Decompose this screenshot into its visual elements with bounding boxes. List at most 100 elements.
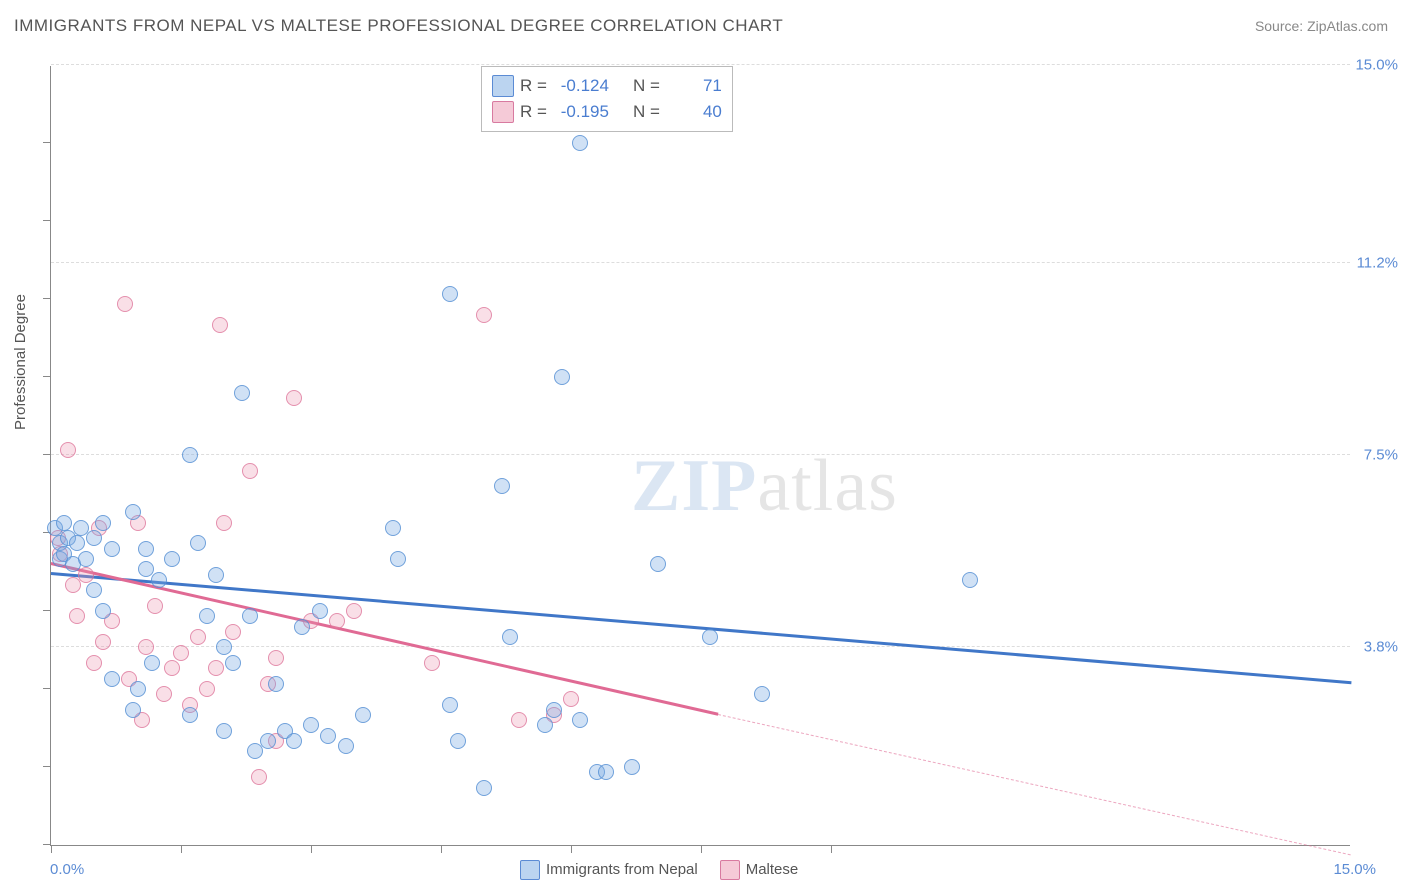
legend-box: R =-0.124N =71R =-0.195N =40 [481,66,733,132]
legend-swatch [492,75,514,97]
scatter-point [442,697,458,713]
scatter-point [424,655,440,671]
scatter-point [554,369,570,385]
scatter-point [563,691,579,707]
bottom-legend-item: Immigrants from Nepal [520,860,698,880]
scatter-point [286,733,302,749]
scatter-point [86,582,102,598]
scatter-point [86,530,102,546]
scatter-point [624,759,640,775]
scatter-point [650,556,666,572]
x-tick [51,845,52,853]
scatter-point [130,681,146,697]
gridline [51,454,1350,455]
scatter-point [78,567,94,583]
scatter-point [476,307,492,323]
scatter-point [104,541,120,557]
scatter-point [572,135,588,151]
scatter-point [182,707,198,723]
scatter-point [312,603,328,619]
scatter-point [147,598,163,614]
bottom-legend-label: Immigrants from Nepal [546,861,698,878]
scatter-point [144,655,160,671]
legend-swatch [520,860,540,880]
legend-swatch [492,101,514,123]
scatter-point [251,769,267,785]
scatter-point [95,603,111,619]
legend-n-label: N = [633,76,660,96]
scatter-point [511,712,527,728]
y-tick [43,220,51,221]
scatter-point [69,608,85,624]
scatter-point [385,520,401,536]
scatter-point [390,551,406,567]
x-tick [441,845,442,853]
scatter-point [125,504,141,520]
scatter-point [225,624,241,640]
x-tick [701,845,702,853]
legend-r-value: -0.124 [553,76,609,96]
legend-n-label: N = [633,102,660,122]
trend-line [51,572,1351,684]
trend-line [51,562,719,715]
watermark-zip: ZIP [631,445,757,527]
scatter-point [138,541,154,557]
scatter-point [199,608,215,624]
legend-r-label: R = [520,102,547,122]
scatter-point [95,515,111,531]
x-tick [181,845,182,853]
x-tick [831,845,832,853]
scatter-point [294,619,310,635]
bottom-legend: Immigrants from Nepal Maltese [520,860,798,880]
watermark: ZIPatlas [631,444,898,529]
x-axis-max-label: 15.0% [1333,861,1376,878]
scatter-point [182,447,198,463]
y-tick [43,688,51,689]
scatter-point [60,442,76,458]
scatter-point [156,686,172,702]
legend-row: R =-0.195N =40 [492,99,722,125]
x-tick [311,845,312,853]
source-label: Source: ZipAtlas.com [1255,18,1388,34]
scatter-point [537,717,553,733]
scatter-point [572,712,588,728]
scatter-point [173,645,189,661]
scatter-point [117,296,133,312]
scatter-point [702,629,718,645]
y-tick [43,610,51,611]
scatter-point [268,676,284,692]
scatter-point [78,551,94,567]
scatter-point [208,567,224,583]
scatter-point [247,743,263,759]
scatter-point [502,629,518,645]
scatter-point [268,650,284,666]
scatter-point [346,603,362,619]
scatter-point [190,629,206,645]
scatter-point [303,717,319,733]
scatter-point [962,572,978,588]
scatter-point [320,728,336,744]
trend-line [718,714,1351,855]
scatter-point [598,764,614,780]
legend-row: R =-0.124N =71 [492,73,722,99]
chart-area: R =-0.124N =71R =-0.195N =40 ZIPatlas 3.… [50,66,1350,846]
y-tick [43,844,51,845]
scatter-point [208,660,224,676]
y-tick [43,142,51,143]
bottom-legend-label: Maltese [746,861,799,878]
y-tick-label: 11.2% [1357,254,1398,271]
y-tick-label: 3.8% [1364,639,1398,656]
scatter-point [329,613,345,629]
scatter-point [199,681,215,697]
y-axis-label: Professional Degree [12,294,29,430]
scatter-point [216,515,232,531]
scatter-point [338,738,354,754]
scatter-point [754,686,770,702]
chart-title: IMMIGRANTS FROM NEPAL VS MALTESE PROFESS… [14,16,783,36]
scatter-point [151,572,167,588]
scatter-point [546,702,562,718]
scatter-point [138,639,154,655]
y-tick [43,376,51,377]
y-tick [43,298,51,299]
y-tick [43,766,51,767]
